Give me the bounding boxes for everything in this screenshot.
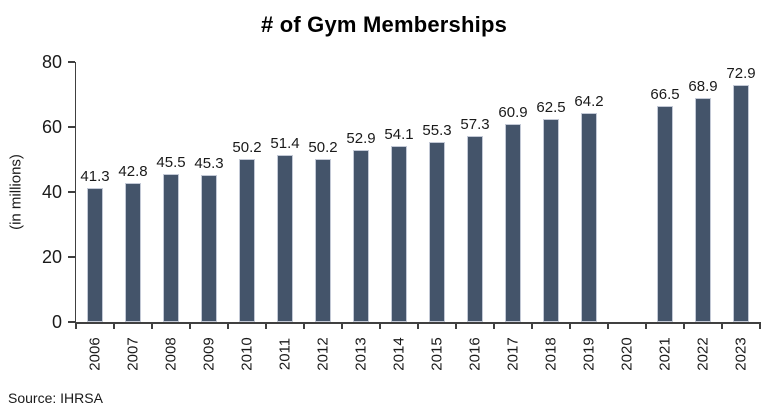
x-tick-mark bbox=[227, 322, 229, 329]
bar-value-label: 52.9 bbox=[346, 130, 376, 148]
x-tick-label: 2010 bbox=[238, 337, 256, 371]
bar-value-label: 68.9 bbox=[688, 78, 718, 96]
bar-value-label: 62.5 bbox=[536, 98, 566, 116]
x-tick-label: 2009 bbox=[200, 337, 218, 371]
x-tick-mark bbox=[607, 322, 609, 329]
x-tick-label: 2022 bbox=[694, 337, 712, 371]
y-tick-label: 0 bbox=[51, 312, 62, 332]
bar bbox=[733, 85, 749, 322]
bar-value-label: 57.3 bbox=[460, 115, 490, 133]
x-tick-mark bbox=[189, 322, 191, 329]
bar-value-label: 66.5 bbox=[650, 85, 680, 103]
y-tick-mark bbox=[67, 321, 75, 323]
x-tick-mark bbox=[531, 322, 533, 329]
x-tick-label: 2013 bbox=[352, 337, 370, 371]
y-tick-mark bbox=[67, 126, 75, 128]
x-tick-label: 2017 bbox=[504, 337, 522, 371]
bar bbox=[391, 146, 407, 322]
bar bbox=[657, 105, 673, 322]
x-tick-label: 2021 bbox=[656, 337, 674, 371]
x-tick-label: 2007 bbox=[124, 337, 142, 371]
bar bbox=[505, 124, 521, 322]
x-tick-mark bbox=[151, 322, 153, 329]
x-tick-mark bbox=[455, 322, 457, 329]
bar-value-label: 72.9 bbox=[726, 65, 756, 83]
x-tick-mark bbox=[417, 322, 419, 329]
y-tick-label: 60 bbox=[41, 117, 62, 137]
bar bbox=[201, 174, 217, 322]
bar-value-label: 51.4 bbox=[270, 134, 300, 152]
x-tick-mark bbox=[721, 322, 723, 329]
x-tick-label: 2015 bbox=[428, 337, 446, 371]
bar bbox=[239, 158, 255, 322]
y-tick-mark bbox=[67, 191, 75, 193]
bar bbox=[163, 174, 179, 322]
x-tick-mark bbox=[645, 322, 647, 329]
x-tick-label: 2019 bbox=[580, 337, 598, 371]
bar-value-label: 50.2 bbox=[232, 138, 262, 156]
x-tick-mark bbox=[569, 322, 571, 329]
x-tick-mark bbox=[341, 322, 343, 329]
bar-value-label: 42.8 bbox=[118, 162, 148, 180]
x-tick-mark bbox=[75, 322, 77, 329]
x-tick-mark bbox=[683, 322, 685, 329]
y-tick-mark bbox=[67, 256, 75, 258]
bar-value-label: 45.3 bbox=[194, 154, 224, 172]
x-tick-mark bbox=[303, 322, 305, 329]
y-tick-label: 40 bbox=[41, 182, 62, 202]
x-tick-mark bbox=[493, 322, 495, 329]
bar bbox=[467, 135, 483, 322]
bar-value-label: 64.2 bbox=[574, 93, 604, 111]
bar-value-label: 60.9 bbox=[498, 104, 528, 122]
y-tick-mark bbox=[67, 61, 75, 63]
bar bbox=[429, 142, 445, 322]
bar bbox=[353, 150, 369, 322]
x-tick-mark bbox=[265, 322, 267, 329]
bar-value-label: 50.2 bbox=[308, 138, 338, 156]
x-tick-mark bbox=[759, 322, 761, 329]
bar bbox=[315, 158, 331, 322]
source-note: Source: IHRSA bbox=[8, 390, 103, 406]
x-tick-label: 2020 bbox=[618, 337, 636, 371]
x-tick-label: 2014 bbox=[390, 337, 408, 371]
bar bbox=[543, 118, 559, 322]
y-tick-label: 20 bbox=[41, 247, 62, 267]
x-tick-label: 2018 bbox=[542, 337, 560, 371]
y-axis-line bbox=[74, 62, 76, 324]
y-axis-title: (in millions) bbox=[7, 154, 25, 230]
x-tick-label: 2008 bbox=[162, 337, 180, 371]
bar-value-label: 54.1 bbox=[384, 126, 414, 144]
bar bbox=[581, 113, 597, 322]
bar bbox=[125, 182, 141, 322]
x-tick-label: 2016 bbox=[466, 337, 484, 371]
y-tick-label: 80 bbox=[41, 52, 62, 72]
bar-value-label: 45.5 bbox=[156, 154, 186, 172]
bar-value-label: 55.3 bbox=[422, 122, 452, 140]
bar bbox=[695, 98, 711, 322]
x-tick-label: 2011 bbox=[276, 337, 294, 371]
x-tick-label: 2023 bbox=[732, 337, 750, 371]
bar bbox=[87, 187, 103, 322]
x-tick-mark bbox=[379, 322, 381, 329]
x-tick-mark bbox=[113, 322, 115, 329]
bar-value-label: 41.3 bbox=[80, 167, 110, 185]
plot-area: (in millions) 0 20 40 60 80 2006 41.3 2007 42.8 2… bbox=[8, 52, 761, 371]
x-tick-label: 2006 bbox=[86, 337, 104, 371]
chart-title: # of Gym Memberships bbox=[260, 12, 508, 37]
x-tick-label: 2012 bbox=[314, 337, 332, 371]
bar bbox=[277, 154, 293, 322]
